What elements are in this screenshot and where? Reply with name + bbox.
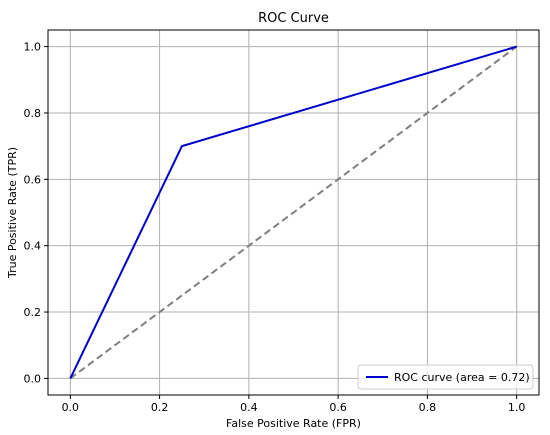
- series-layer: [69, 45, 518, 380]
- chart-title: ROC Curve: [258, 11, 329, 26]
- legend: ROC curve (area = 0.72): [357, 364, 534, 390]
- y-tick-label: 0.8: [24, 107, 42, 120]
- x-tick-label: 0.0: [62, 401, 80, 414]
- tick-layer: 0.0 0.2 0.4 0.6 0.8 1.0 0.0 0.2 0.4 0.6 0.8 1.0: [24, 41, 526, 414]
- y-tick-label: 1.0: [24, 41, 42, 54]
- chance-diagonal-line: [69, 45, 518, 380]
- roc-curve-line: [69, 45, 517, 379]
- x-axis-label: False Positive Rate (FPR): [226, 417, 361, 430]
- x-tick-label: 0.2: [151, 401, 169, 414]
- plot-frame: [47, 29, 540, 396]
- x-tick-label: 0.4: [240, 401, 258, 414]
- x-tick-label: 0.8: [419, 401, 437, 414]
- x-tick-label: 0.6: [329, 401, 347, 414]
- y-tick-label: 0.0: [24, 372, 42, 385]
- y-tick-label: 0.6: [24, 173, 42, 186]
- y-axis-label: True Positive Rate (TPR): [6, 147, 19, 279]
- y-tick-label: 0.2: [24, 306, 42, 319]
- y-tick-label: 0.4: [24, 240, 42, 253]
- x-tick-label: 1.0: [508, 401, 526, 414]
- legend-box: [357, 364, 534, 390]
- legend-label: ROC curve (area = 0.72): [394, 371, 530, 384]
